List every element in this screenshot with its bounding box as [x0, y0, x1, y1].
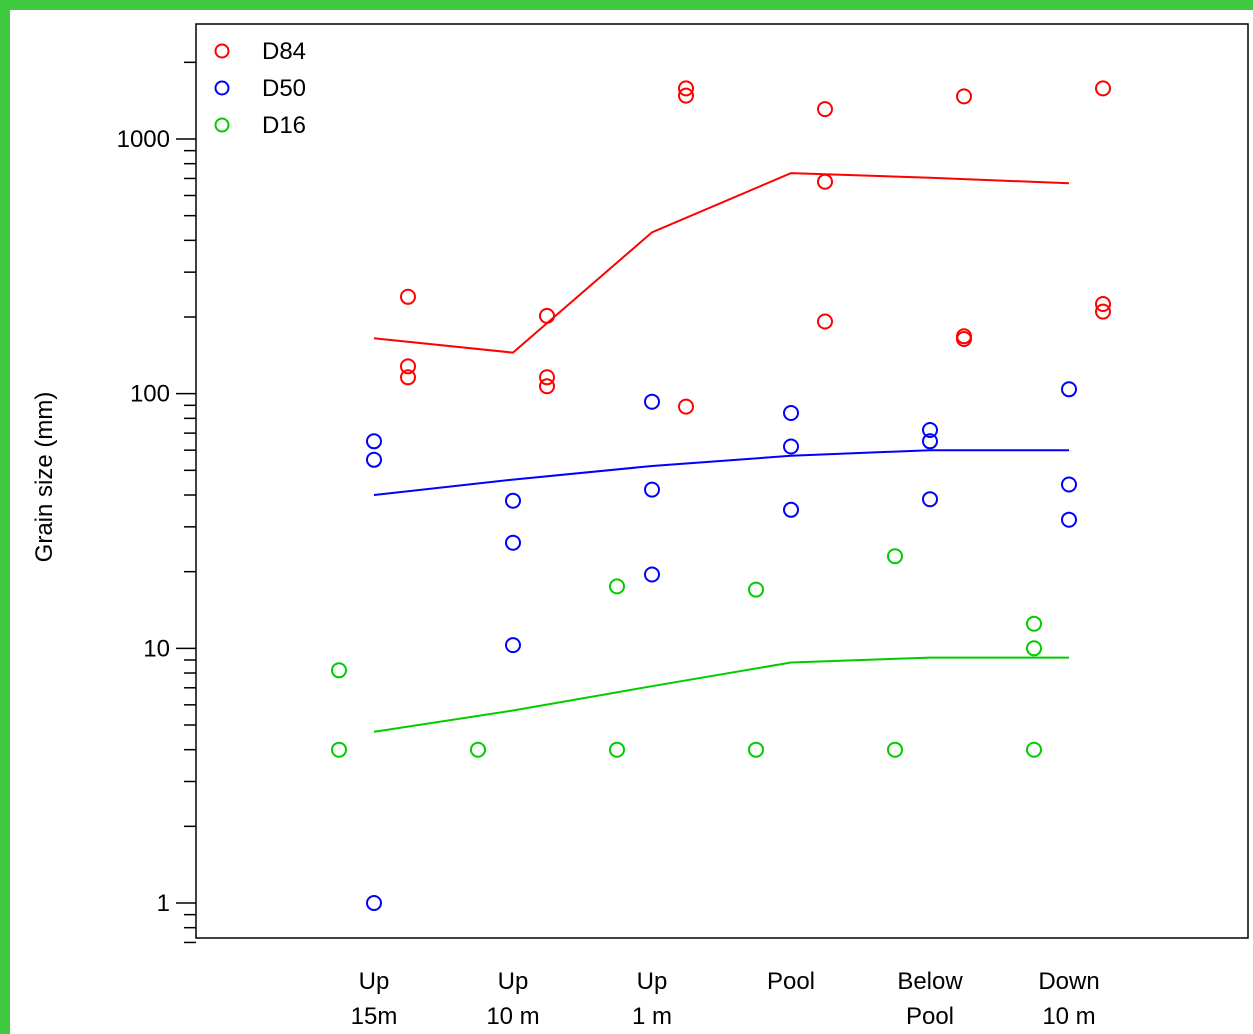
- legend-label-d50: D50: [262, 75, 306, 102]
- point-d50: [505, 534, 521, 551]
- point-d16: [609, 741, 625, 758]
- y-axis: 1 10 100 1000: [117, 61, 196, 944]
- point-d84: [817, 313, 833, 330]
- trend-line-d84: [373, 172, 1070, 354]
- point-d50: [1061, 511, 1077, 528]
- point-d50: [366, 895, 382, 911]
- x-category-label: 10 m: [1042, 1003, 1095, 1030]
- point-d84: [817, 173, 833, 190]
- point-d84: [1095, 303, 1111, 320]
- point-d84: [956, 331, 972, 347]
- point-d50: [505, 637, 521, 654]
- point-d50: [644, 481, 660, 498]
- legend-marker-d84: [214, 43, 230, 59]
- point-d84: [956, 88, 972, 105]
- legend-label-d84: D84: [262, 38, 306, 65]
- point-d84: [539, 369, 555, 386]
- x-category-label: Below: [897, 968, 963, 995]
- point-d84: [539, 378, 555, 395]
- x-category-label: Up: [359, 968, 390, 995]
- x-category-label: Pool: [906, 1003, 954, 1030]
- point-d16: [1026, 741, 1042, 758]
- point-d50: [1061, 381, 1077, 398]
- point-d50: [783, 501, 799, 518]
- legend: D84 D50 D16: [214, 38, 306, 139]
- legend-marker-d50: [214, 80, 230, 96]
- point-d84: [678, 87, 694, 104]
- x-category-label: 1 m: [632, 1003, 672, 1030]
- x-category-label: Down: [1038, 968, 1099, 995]
- point-d50: [505, 492, 521, 509]
- x-category-label: Up: [637, 968, 668, 995]
- y-axis-label: Grain size (mm): [31, 392, 58, 563]
- point-d50: [644, 566, 660, 583]
- x-category-label: 15m: [351, 1003, 398, 1030]
- point-d16: [887, 741, 903, 758]
- legend-marker-d16: [214, 117, 230, 133]
- point-d84: [400, 288, 416, 305]
- x-category-label: Pool: [767, 968, 815, 995]
- x-axis: Up 15m Up 10 m Up 1 m Pool Below Pool Down 10 m: [351, 968, 1100, 1030]
- data-points: [331, 80, 1111, 911]
- plot-frame-layer: [195, 23, 1249, 939]
- point-d16: [1026, 640, 1042, 657]
- point-d50: [922, 422, 938, 438]
- point-d16: [748, 581, 764, 598]
- point-d50: [644, 393, 660, 410]
- point-d16: [470, 741, 486, 758]
- y-tick-label: 100: [130, 381, 170, 408]
- point-d16: [331, 662, 347, 679]
- point-d84: [1095, 296, 1111, 312]
- legend-label-d16: D16: [262, 112, 306, 139]
- point-d16: [748, 741, 764, 758]
- trend-line-d16: [373, 656, 1069, 733]
- point-d16: [331, 741, 347, 758]
- point-d84: [678, 398, 694, 415]
- grain-size-chart: 1 10 100 1000 Up 15m Up 10 m Up 1 m Pool Below Pool…: [31, 23, 1249, 1030]
- point-d84: [400, 369, 416, 386]
- point-d50: [783, 405, 799, 421]
- y-tick-label: 1000: [117, 126, 170, 153]
- trend-lines: [373, 172, 1070, 733]
- y-tick-label: 1: [157, 890, 170, 917]
- point-d16: [887, 548, 903, 565]
- point-d84: [539, 307, 555, 324]
- y-tick-label: 10: [143, 635, 170, 662]
- point-d16: [609, 578, 625, 595]
- point-d84: [400, 358, 416, 375]
- trend-line-d50: [373, 449, 1069, 496]
- plot-frame: [195, 23, 1249, 939]
- point-d50: [366, 433, 382, 450]
- chart-figure: 1 10 100 1000 Up 15m Up 10 m Up 1 m Pool Below Pool…: [10, 10, 1253, 1034]
- point-d84: [1095, 80, 1111, 97]
- x-category-label: 10 m: [486, 1003, 539, 1030]
- point-d50: [922, 491, 938, 508]
- point-d84: [817, 101, 833, 118]
- point-d50: [366, 451, 382, 468]
- point-d84: [678, 80, 694, 97]
- point-d50: [1061, 476, 1077, 493]
- x-category-label: Up: [498, 968, 529, 995]
- point-d50: [922, 433, 938, 450]
- point-d50: [783, 438, 799, 455]
- point-d16: [1026, 615, 1042, 632]
